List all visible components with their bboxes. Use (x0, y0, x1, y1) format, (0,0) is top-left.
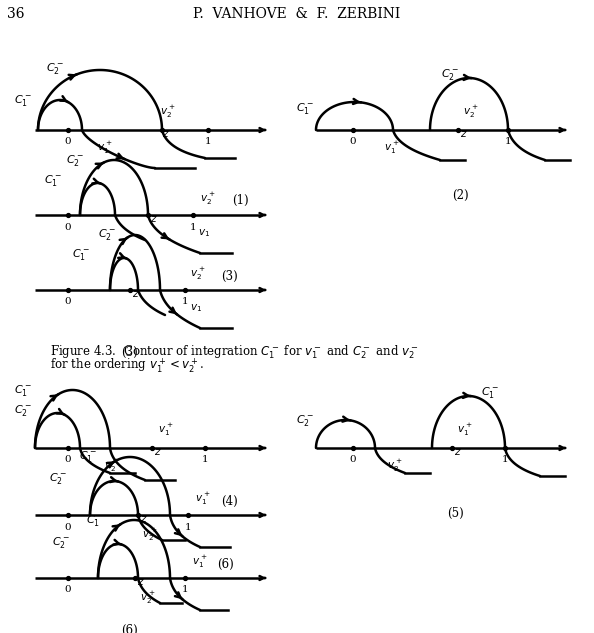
Text: $C_1^-$: $C_1^-$ (79, 449, 97, 465)
Text: $C_2^-$: $C_2^-$ (66, 153, 84, 168)
Text: $C_1^-$: $C_1^-$ (481, 385, 499, 401)
Text: $C_1^-$: $C_1^-$ (14, 92, 32, 108)
Text: 0: 0 (65, 522, 71, 532)
Text: $v_2^+$: $v_2^+$ (387, 458, 403, 474)
Text: $v_1^+$: $v_1^+$ (97, 140, 113, 156)
Text: $C_2^-$: $C_2^-$ (441, 68, 459, 82)
Text: 0: 0 (65, 586, 71, 594)
Text: (1): (1) (232, 194, 248, 206)
Text: $v_1^+$: $v_1^+$ (158, 422, 173, 438)
Text: $C_2^-$: $C_2^-$ (46, 61, 64, 75)
Text: $z$: $z$ (154, 447, 162, 457)
Text: $v_1$: $v_1$ (198, 227, 210, 239)
Text: 1: 1 (182, 586, 188, 594)
Text: $C_1^-$: $C_1^-$ (296, 101, 314, 115)
Text: 1: 1 (189, 223, 196, 232)
Text: 1: 1 (202, 456, 208, 465)
Text: 1: 1 (502, 456, 508, 465)
Text: $v_2^+$: $v_2^+$ (160, 104, 175, 120)
Text: (3): (3) (222, 270, 238, 282)
Text: (6): (6) (217, 558, 233, 570)
Text: $z$: $z$ (137, 577, 145, 587)
Text: $v_1$: $v_1$ (190, 302, 202, 314)
Text: $v_1^+$: $v_1^+$ (195, 491, 210, 507)
Text: 1: 1 (185, 522, 191, 532)
Text: $C_2^-$: $C_2^-$ (296, 413, 314, 427)
Text: $C_2^-$: $C_2^-$ (52, 534, 70, 549)
Text: 1: 1 (205, 137, 211, 146)
Text: $C_1^-$: $C_1^-$ (86, 513, 104, 527)
Text: Figure 4.3.  Contour of integration $C_1^-$ for $v_1^-$ and $C_2^-$ and $v_2^-$: Figure 4.3. Contour of integration $C_1^… (50, 343, 419, 361)
Text: $z$: $z$ (150, 214, 157, 224)
Text: 0: 0 (65, 137, 71, 146)
Text: $v_2^+$: $v_2^+$ (140, 590, 156, 606)
Text: (2): (2) (451, 189, 468, 201)
Text: 0: 0 (350, 137, 356, 146)
Text: $z$: $z$ (140, 514, 148, 524)
Text: P.  VANHOVE  &  F.  ZERBINI: P. VANHOVE & F. ZERBINI (194, 7, 400, 21)
Text: 1: 1 (182, 298, 188, 306)
Text: $v_1^+$: $v_1^+$ (192, 554, 207, 570)
Text: 0: 0 (350, 456, 356, 465)
Text: 0: 0 (65, 223, 71, 232)
Text: 1: 1 (505, 137, 511, 146)
Text: $z$: $z$ (460, 129, 467, 139)
Text: $v_2^+$: $v_2^+$ (200, 191, 216, 207)
Text: $C_1^-$: $C_1^-$ (72, 248, 90, 263)
Text: $v_2^+$: $v_2^+$ (143, 527, 157, 543)
Text: $v_2^+$: $v_2^+$ (463, 104, 478, 120)
Text: $v_1^+$: $v_1^+$ (457, 422, 472, 438)
Text: $z$: $z$ (132, 289, 140, 299)
Text: $v_2^+$: $v_2^+$ (105, 458, 120, 474)
Text: $v_1^+$: $v_1^+$ (384, 140, 400, 156)
Text: (3): (3) (122, 346, 138, 358)
Text: 0: 0 (65, 298, 71, 306)
Text: (4): (4) (222, 494, 238, 508)
Text: 0: 0 (65, 456, 71, 465)
Text: 36: 36 (7, 7, 25, 21)
Text: $v_2^+$: $v_2^+$ (190, 266, 206, 282)
Text: $C_2^-$: $C_2^-$ (14, 403, 32, 418)
Text: for the ordering $v_1^+ < v_2^+$.: for the ordering $v_1^+ < v_2^+$. (50, 356, 204, 375)
Text: $z$: $z$ (454, 447, 462, 457)
Text: $C_2^-$: $C_2^-$ (98, 227, 116, 242)
Text: (6): (6) (122, 624, 138, 633)
Text: $C_1^-$: $C_1^-$ (45, 173, 62, 187)
Text: $C_2^-$: $C_2^-$ (49, 472, 67, 487)
Text: $C_1^-$: $C_1^-$ (14, 382, 32, 398)
Text: $z$: $z$ (162, 129, 170, 139)
Text: (5): (5) (447, 506, 463, 520)
